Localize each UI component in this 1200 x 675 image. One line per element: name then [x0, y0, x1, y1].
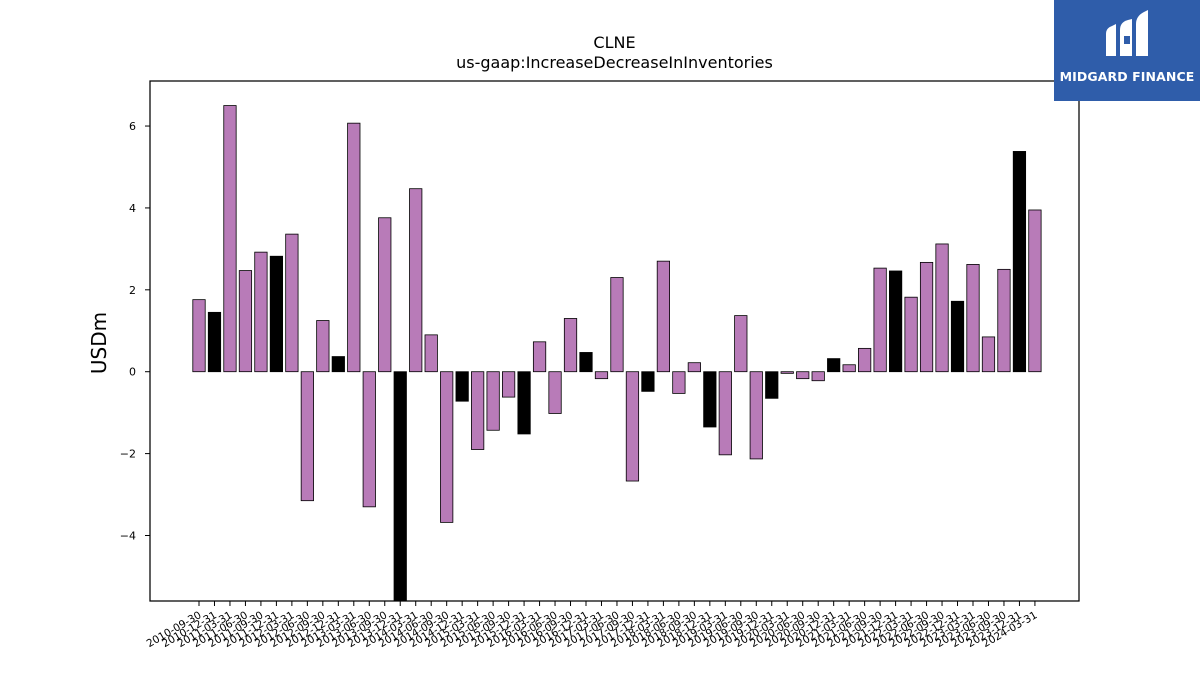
bar-2016-03-31 [532, 341, 547, 373]
bar-2019-09-30 [749, 371, 763, 460]
bar-2011-12-31 [269, 255, 284, 373]
bar-2010-12-31 [207, 311, 222, 373]
bar-2013-12-31 [393, 371, 407, 602]
bar-2019-03-31 [718, 371, 732, 456]
y-tick-label: 2 [129, 284, 136, 297]
bar-2016-12-31 [579, 352, 593, 373]
bar-2014-03-31 [409, 188, 423, 373]
bar-2014-12-31 [455, 371, 469, 402]
bar-2017-12-31 [641, 371, 655, 392]
bar-2015-12-31 [517, 371, 531, 435]
bar-2016-06-30 [548, 371, 562, 414]
bar-2020-03-31 [780, 371, 794, 374]
bar-2020-12-31 [827, 358, 841, 373]
y-tick-label: −2 [120, 448, 136, 461]
bar-2017-06-30 [610, 277, 624, 373]
bar-2021-12-31 [889, 270, 903, 373]
x-axis: 2010-09-302010-12-312011-03-312011-06-30… [145, 601, 1039, 650]
bar-2021-06-30 [858, 347, 872, 373]
bar-2016-09-30 [563, 318, 578, 373]
bar-2019-12-31 [765, 371, 779, 399]
y-tick-label: 6 [129, 120, 136, 133]
logo-text: MIDGARD FINANCE [1059, 69, 1195, 84]
bars-group [192, 105, 1042, 602]
bar-2022-03-31 [904, 296, 918, 373]
logo-mark-icon [1106, 10, 1148, 56]
y-axis: −4 −2 0 2 4 6 [120, 120, 150, 542]
bar-2011-03-31 [223, 105, 237, 373]
bar-2017-09-30 [625, 371, 640, 482]
y-tick-label: 4 [129, 202, 136, 215]
bar-2020-09-30 [811, 371, 825, 382]
bar-2011-09-30 [254, 251, 268, 373]
y-tick-label: −4 [120, 529, 136, 542]
y-tick-label: 0 [129, 366, 136, 379]
bar-2023-03-31 [966, 264, 980, 373]
bar-2012-12-31 [331, 356, 345, 373]
y-axis-label: USDm [87, 312, 111, 374]
bar-2015-09-30 [501, 371, 516, 398]
bar-2013-03-31 [347, 122, 361, 373]
bar-2022-06-30 [919, 261, 934, 373]
bar-2014-09-30 [440, 371, 454, 523]
bar-2022-09-30 [935, 243, 949, 373]
bar-2021-09-30 [873, 267, 887, 373]
bar-2013-06-30 [362, 371, 376, 508]
bar-2011-06-30 [238, 270, 253, 373]
bar-2021-03-31 [842, 364, 856, 373]
bar-2018-12-31 [703, 371, 717, 428]
bar-2017-03-31 [594, 371, 609, 380]
bar-2015-03-31 [471, 371, 485, 450]
bar-2014-06-30 [424, 334, 438, 373]
bar-2015-06-30 [486, 371, 500, 431]
bar-2022-12-31 [950, 300, 965, 373]
brand-logo: MIDGARD FINANCE [1054, 0, 1200, 101]
plot-frame [149, 80, 1080, 602]
bar-2023-09-30 [997, 268, 1011, 373]
bar-2023-06-30 [981, 336, 996, 373]
bar-2012-06-30 [300, 371, 314, 502]
bar-2012-09-30 [316, 320, 330, 373]
bar-2013-09-30 [378, 217, 392, 373]
bar-2019-06-30 [734, 315, 748, 373]
bar-2018-03-31 [656, 260, 671, 373]
bar-2020-06-30 [796, 371, 810, 380]
bar-2012-03-31 [285, 233, 299, 373]
bar-2010-09-30 [192, 299, 206, 373]
bar-2024-03-31 [1028, 209, 1042, 373]
bar-2018-09-30 [687, 362, 701, 373]
bar-2023-12-31 [1012, 151, 1027, 373]
chart-title: CLNE [593, 33, 635, 52]
bar-2018-06-30 [672, 371, 686, 394]
chart-subtitle: us-gaap:IncreaseDecreaseInInventories [456, 53, 773, 72]
